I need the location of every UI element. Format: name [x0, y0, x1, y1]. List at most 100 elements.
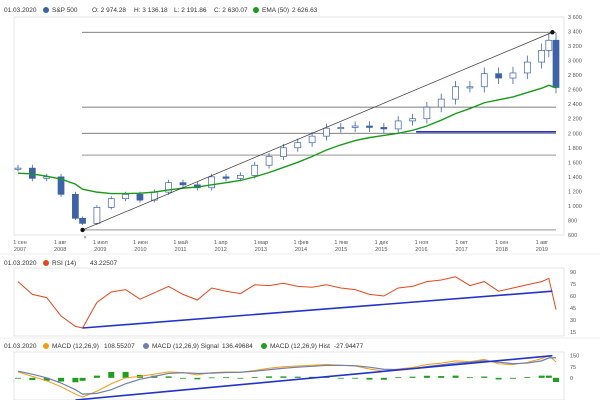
macd-y-axis: 150 75 0 [570, 354, 579, 382]
main-x-tick-year: 2013 [255, 247, 267, 253]
hist-dot-icon [261, 343, 267, 349]
main-y-tick: 3 000 [568, 59, 582, 65]
close-value: C: 2 630.07 [214, 7, 248, 14]
ema-line [17, 84, 557, 195]
signal-label[interactable]: MACD (12,26,9) Signal [152, 343, 219, 350]
main-y-tick: 1 800 [568, 146, 582, 152]
macd-hist-bar [538, 375, 545, 378]
main-x-tick-year: 2017 [455, 247, 467, 253]
cross-marker-icon: × [84, 235, 87, 241]
candle-body [466, 86, 474, 89]
open-value: O: 2 974.28 [92, 7, 126, 14]
candle-body [552, 39, 560, 88]
hist-value: -27.94477 [334, 343, 364, 350]
rsi-y-tick: 75 [570, 282, 576, 288]
main-y-tick: 1 000 [568, 204, 582, 210]
macd-hist-bar [438, 376, 445, 378]
ema-value: 2 626.63 [292, 7, 318, 14]
main-y-tick: 2 000 [568, 131, 582, 137]
candles [14, 33, 560, 226]
macd-hist-bar [15, 377, 21, 379]
ema-label[interactable]: EMA (50) [262, 7, 289, 14]
macd-panel[interactable]: 01.03.2020 MACD (12,26,9) 108.55207 MACD… [0, 337, 600, 400]
price-levels [82, 31, 556, 231]
candle-body [179, 182, 187, 186]
macd-hist-bar [409, 376, 416, 378]
candle-body [452, 86, 459, 100]
macd-hist-bar [352, 377, 359, 379]
macd-hist-bar [72, 377, 79, 383]
candle-body [165, 182, 172, 193]
high-value: H: 3 136.18 [134, 7, 168, 14]
macd-hist-bar [165, 376, 172, 378]
ema-dot-icon [253, 7, 259, 13]
candle-body [122, 193, 129, 200]
macd-hist-bar [280, 376, 287, 378]
main-x-tick-month: 1 авг [54, 240, 67, 246]
main-x-tick-month: 1 янв [334, 240, 348, 246]
annotations: × [80, 30, 556, 241]
macd-hist-bar [466, 377, 473, 379]
rsi-y-axis: 90 75 60 45 30 15 [570, 270, 576, 336]
macd-hist-bar [423, 375, 430, 378]
candle-body [237, 175, 244, 179]
candle-body [208, 176, 216, 189]
macd-label[interactable]: MACD (12,26,9) [52, 343, 99, 350]
main-x-tick-month: 1 фев [293, 240, 308, 246]
rsi-label[interactable]: RSI (14) [52, 260, 76, 267]
series-name[interactable]: S&P 500 [52, 7, 78, 14]
candle-body [280, 147, 287, 157]
candle-body [93, 207, 101, 224]
macd-hist-bar [122, 371, 129, 378]
candle-body [351, 125, 359, 128]
channel-line [82, 31, 553, 231]
main-legend: 01.03.2020 S&P 500 O: 2 974.28 H: 3 136.… [4, 7, 318, 14]
rsi-line-path [17, 276, 557, 329]
candle-body [437, 98, 445, 108]
macd-hist-bar [79, 377, 86, 381]
macd-hist-bar [481, 376, 488, 378]
candle-body [72, 193, 79, 219]
candle-body [294, 142, 302, 149]
main-x-tick-month: 1 ноя [415, 240, 429, 246]
signal-line-path [17, 357, 557, 395]
candle-body [538, 50, 546, 63]
main-y-tick: 2 800 [568, 73, 582, 79]
macd-hist-bar [43, 377, 50, 381]
main-panel-frame [13, 16, 565, 236]
candle-body [107, 198, 115, 208]
main-panel[interactable]: × 3 600 3 400 3 200 3 000 2 800 2 600 2 400 2 2… [13, 15, 581, 253]
candle-body [523, 61, 531, 74]
macd-dot-icon [43, 343, 49, 349]
candle-body [423, 106, 431, 120]
main-x-tick-year: 2007 [14, 247, 26, 253]
candle-body [251, 164, 259, 176]
main-y-tick: 2 600 [568, 88, 582, 94]
macd-value: 108.55207 [104, 343, 135, 350]
channel-end-point [550, 30, 555, 35]
main-x-tick-month: 1 авг [536, 240, 549, 246]
series-dot-icon [43, 7, 49, 13]
macd-hist-bar [194, 377, 201, 380]
main-y-tick: 600 [568, 233, 577, 239]
macd-hist-bar [452, 375, 459, 378]
macd-hist-bar [29, 377, 36, 381]
candle-body [495, 73, 502, 79]
rsi-panel[interactable]: 01.03.2020 RSI (14) 43.22507 90 75 60 45 30 1… [0, 253, 600, 337]
macd-hist-bar [208, 377, 215, 379]
rsi-panel-frame [13, 267, 565, 337]
candle-body [545, 39, 553, 51]
main-y-tick: 3 600 [568, 15, 582, 21]
candle-body [380, 127, 388, 130]
signal-dot-icon [143, 343, 149, 349]
candle-body [409, 118, 416, 122]
main-x-tick-month: 1 июл [93, 240, 108, 246]
macd-hist-bar [524, 377, 531, 378]
rsi-y-tick: 15 [570, 330, 576, 336]
macd-lines [17, 355, 557, 398]
hist-label[interactable]: MACD (12,26,9) Hist [270, 343, 330, 350]
main-date: 01.03.2020 [4, 7, 37, 14]
main-x-tick-month: 1 сен [13, 240, 26, 246]
